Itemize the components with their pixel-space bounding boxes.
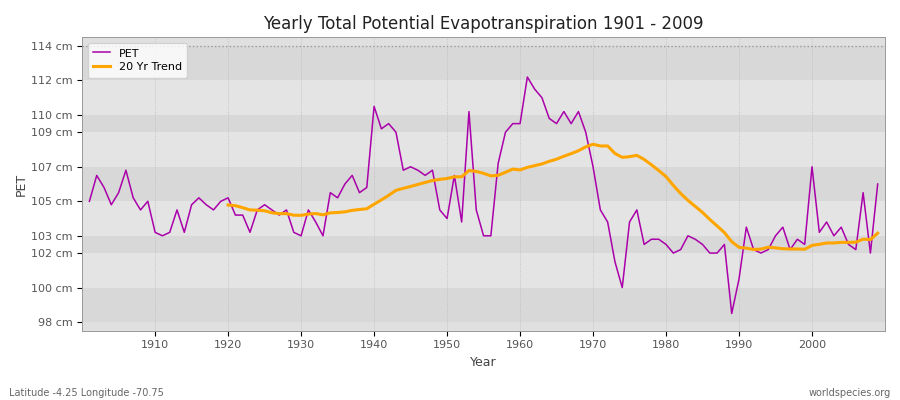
20 Yr Trend <box>792 247 803 252</box>
Bar <box>82 288 885 322</box>
PET <box>522 75 533 80</box>
Title: Yearly Total Potential Evapotranspiration 1901 - 2009: Yearly Total Potential Evapotranspiratio… <box>264 15 704 33</box>
Bar <box>82 115 885 132</box>
Bar <box>82 236 885 253</box>
Bar <box>82 201 885 236</box>
Y-axis label: PET: PET <box>15 172 28 196</box>
PET <box>609 259 620 264</box>
Bar <box>82 46 885 80</box>
PET <box>346 173 357 178</box>
PET <box>515 121 526 126</box>
PET <box>142 199 153 204</box>
20 Yr Trend <box>748 247 759 252</box>
X-axis label: Year: Year <box>470 356 497 369</box>
20 Yr Trend <box>588 142 598 147</box>
20 Yr Trend <box>872 231 883 236</box>
PET <box>872 182 883 186</box>
Legend: PET, 20 Yr Trend: PET, 20 Yr Trend <box>87 43 187 78</box>
20 Yr Trend <box>222 202 233 207</box>
20 Yr Trend <box>778 246 788 251</box>
PET <box>303 208 314 212</box>
Bar <box>82 80 885 115</box>
Bar <box>82 132 885 167</box>
20 Yr Trend <box>419 180 430 185</box>
PET <box>508 121 518 126</box>
PET <box>726 311 737 316</box>
Line: 20 Yr Trend: 20 Yr Trend <box>228 144 878 250</box>
Text: Latitude -4.25 Longitude -70.75: Latitude -4.25 Longitude -70.75 <box>9 388 164 398</box>
PET <box>84 199 94 204</box>
20 Yr Trend <box>310 211 321 216</box>
20 Yr Trend <box>858 237 868 242</box>
20 Yr Trend <box>682 198 693 203</box>
Bar <box>82 253 885 288</box>
Text: worldspecies.org: worldspecies.org <box>809 388 891 398</box>
Bar <box>82 167 885 201</box>
Line: PET: PET <box>89 77 878 314</box>
